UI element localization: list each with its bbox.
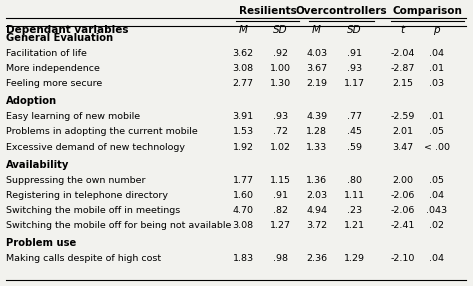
Text: 2.36: 2.36 — [306, 254, 327, 263]
Text: 1.36: 1.36 — [306, 176, 327, 184]
Text: 1.02: 1.02 — [270, 143, 291, 152]
Text: Switching the mobile off for being not available: Switching the mobile off for being not a… — [6, 221, 231, 230]
Text: Excessive demand of new technology: Excessive demand of new technology — [6, 143, 185, 152]
Text: Switching the mobile off in meetings: Switching the mobile off in meetings — [6, 206, 180, 215]
Text: Adoption: Adoption — [6, 96, 57, 106]
Text: SD: SD — [273, 25, 288, 35]
Text: .82: .82 — [273, 206, 288, 215]
Text: 4.94: 4.94 — [306, 206, 327, 215]
Text: SD: SD — [347, 25, 361, 35]
Text: .45: .45 — [347, 128, 362, 136]
Text: -2.06: -2.06 — [390, 191, 415, 200]
Text: More independence: More independence — [6, 64, 100, 73]
Text: General Evaluation: General Evaluation — [6, 33, 113, 43]
Text: Overcontrollers: Overcontrollers — [296, 6, 387, 16]
Text: 3.67: 3.67 — [306, 64, 327, 73]
Text: 1.27: 1.27 — [270, 221, 291, 230]
Text: 4.03: 4.03 — [306, 49, 327, 58]
Text: -2.04: -2.04 — [390, 49, 415, 58]
Text: 3.08: 3.08 — [232, 221, 254, 230]
Text: Easy learning of new mobile: Easy learning of new mobile — [6, 112, 140, 121]
Text: 4.39: 4.39 — [306, 112, 327, 121]
Text: 1.29: 1.29 — [344, 254, 365, 263]
Text: -2.10: -2.10 — [390, 254, 415, 263]
Text: .80: .80 — [347, 176, 362, 184]
Text: .72: .72 — [273, 128, 288, 136]
Text: 3.91: 3.91 — [232, 112, 254, 121]
Text: -2.59: -2.59 — [390, 112, 415, 121]
Text: .05: .05 — [429, 176, 444, 184]
Text: Resilients: Resilients — [239, 6, 297, 16]
Text: .03: .03 — [429, 80, 444, 88]
Text: 1.30: 1.30 — [270, 80, 291, 88]
Text: M: M — [238, 25, 247, 35]
Text: 2.01: 2.01 — [392, 128, 413, 136]
Text: .01: .01 — [429, 112, 444, 121]
Text: .59: .59 — [347, 143, 362, 152]
Text: Problem use: Problem use — [6, 238, 76, 248]
Text: 3.47: 3.47 — [392, 143, 413, 152]
Text: 1.00: 1.00 — [270, 64, 291, 73]
Text: Problems in adopting the current mobile: Problems in adopting the current mobile — [6, 128, 198, 136]
Text: p: p — [433, 25, 440, 35]
Text: .05: .05 — [429, 128, 444, 136]
Text: 1.28: 1.28 — [306, 128, 327, 136]
Text: 1.11: 1.11 — [344, 191, 365, 200]
Text: .04: .04 — [429, 49, 444, 58]
Text: 3.72: 3.72 — [306, 221, 327, 230]
Text: 1.15: 1.15 — [270, 176, 291, 184]
Text: M: M — [312, 25, 321, 35]
Text: .02: .02 — [429, 221, 444, 230]
Text: 2.77: 2.77 — [233, 80, 254, 88]
Text: .23: .23 — [347, 206, 362, 215]
Text: -2.87: -2.87 — [390, 64, 415, 73]
Text: 2.03: 2.03 — [306, 191, 327, 200]
Text: -2.41: -2.41 — [390, 221, 415, 230]
Text: .04: .04 — [429, 254, 444, 263]
Text: 1.53: 1.53 — [232, 128, 254, 136]
Text: 2.00: 2.00 — [392, 176, 413, 184]
Text: < .00: < .00 — [424, 143, 450, 152]
Text: .91: .91 — [347, 49, 362, 58]
Text: 3.08: 3.08 — [232, 64, 254, 73]
Text: 4.70: 4.70 — [233, 206, 254, 215]
Text: .93: .93 — [273, 112, 288, 121]
Text: 1.21: 1.21 — [344, 221, 365, 230]
Text: Registering in telephone directory: Registering in telephone directory — [6, 191, 168, 200]
Text: Suppressing the own number: Suppressing the own number — [6, 176, 146, 184]
Text: .93: .93 — [347, 64, 362, 73]
Text: 1.17: 1.17 — [344, 80, 365, 88]
Text: 1.92: 1.92 — [233, 143, 254, 152]
Text: .92: .92 — [273, 49, 288, 58]
Text: 2.19: 2.19 — [306, 80, 327, 88]
Text: -2.06: -2.06 — [390, 206, 415, 215]
Text: 1.77: 1.77 — [233, 176, 254, 184]
Text: 3.62: 3.62 — [232, 49, 254, 58]
Text: .04: .04 — [429, 191, 444, 200]
Text: Making calls despite of high cost: Making calls despite of high cost — [6, 254, 161, 263]
Text: 1.83: 1.83 — [232, 254, 254, 263]
Text: Facilitation of life: Facilitation of life — [6, 49, 87, 58]
Text: .91: .91 — [273, 191, 288, 200]
Text: Dependant variables: Dependant variables — [6, 25, 129, 35]
Text: Comparison: Comparison — [392, 6, 462, 16]
Text: 2.15: 2.15 — [392, 80, 413, 88]
Text: .98: .98 — [273, 254, 288, 263]
Text: .01: .01 — [429, 64, 444, 73]
Text: Feeling more secure: Feeling more secure — [6, 80, 102, 88]
Text: 1.33: 1.33 — [306, 143, 327, 152]
Text: .77: .77 — [347, 112, 362, 121]
Text: Availability: Availability — [6, 160, 70, 170]
Text: 1.60: 1.60 — [233, 191, 254, 200]
Text: .043: .043 — [426, 206, 447, 215]
Text: t: t — [401, 25, 404, 35]
